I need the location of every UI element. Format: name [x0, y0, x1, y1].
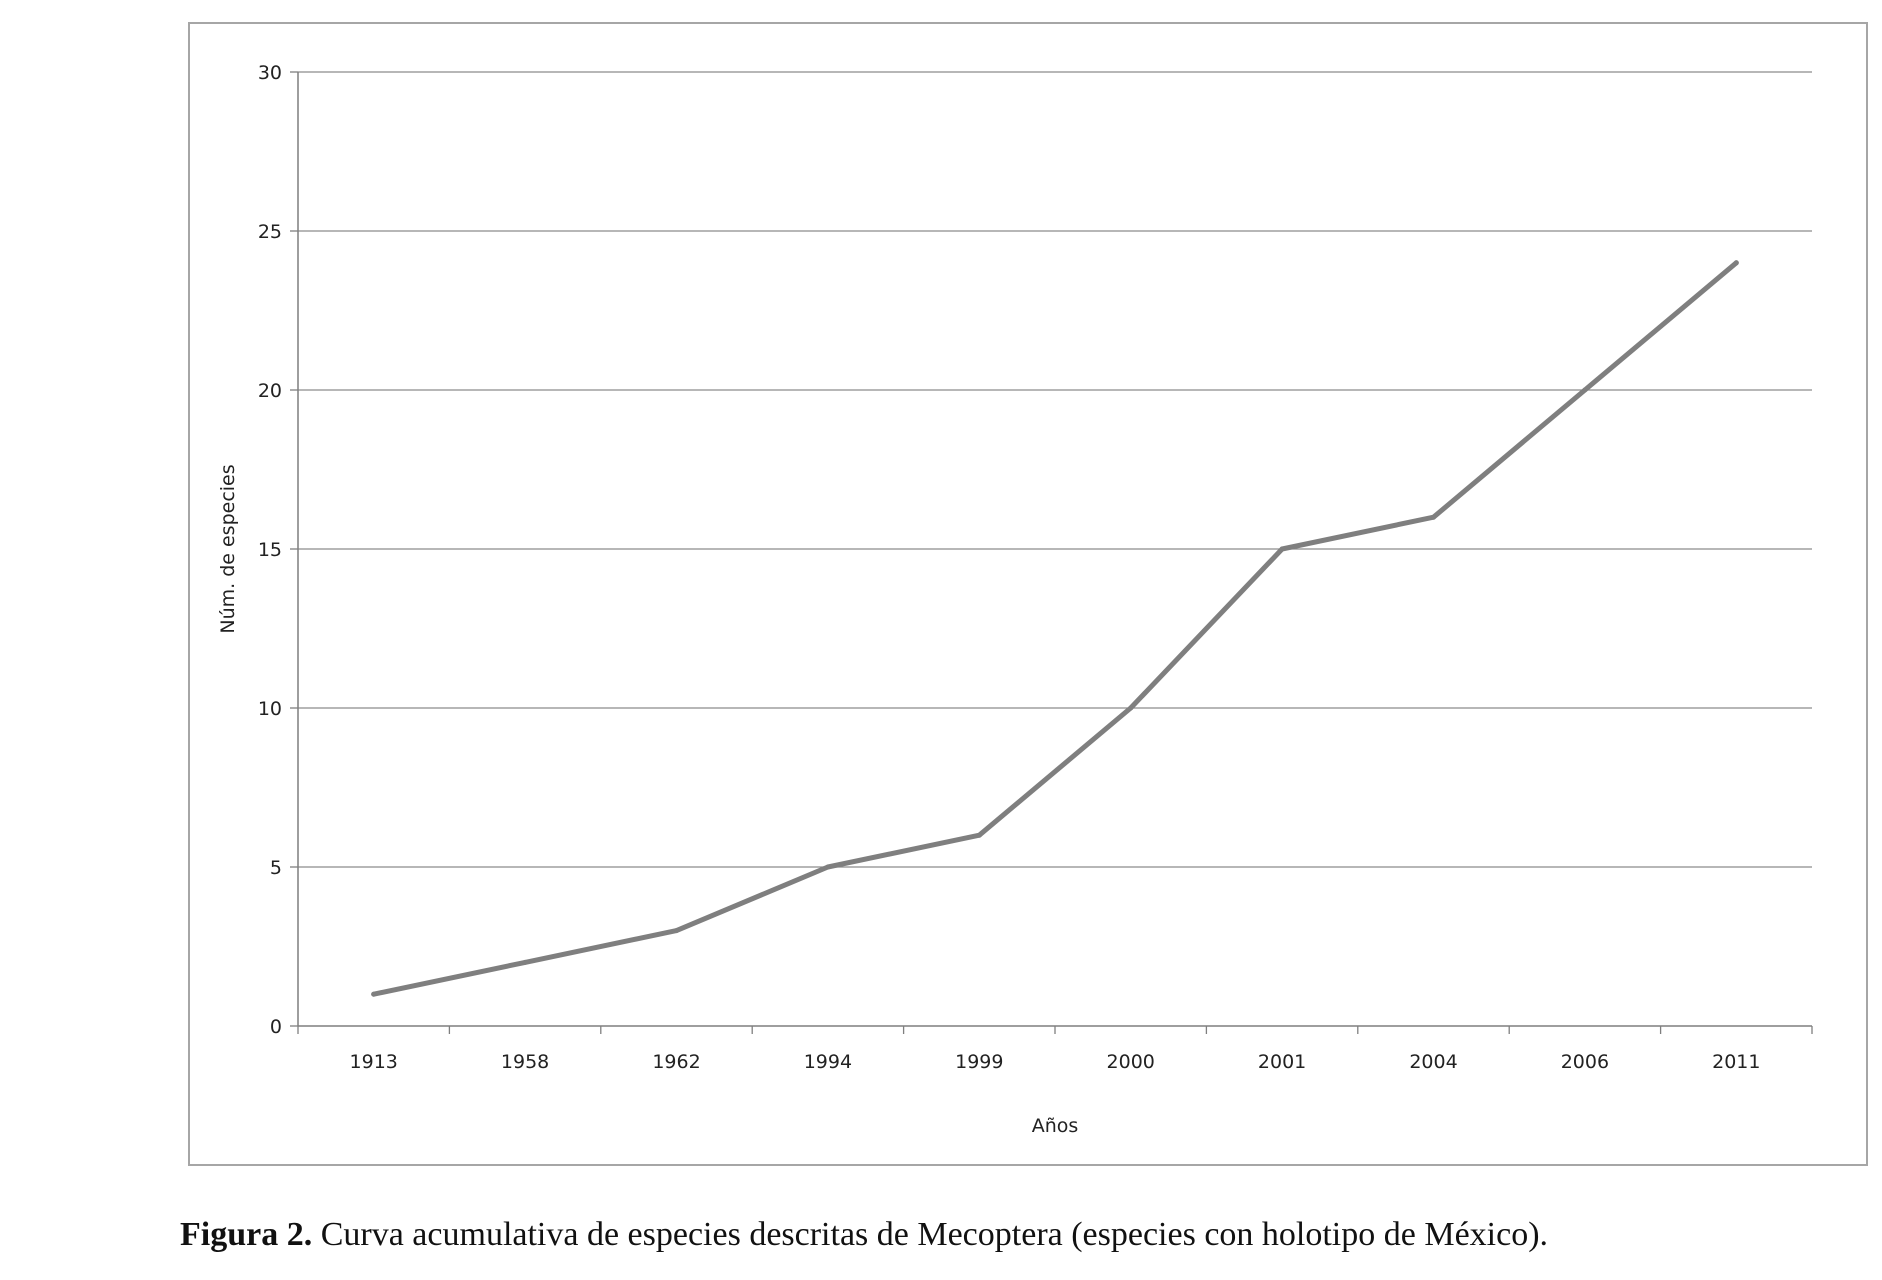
- series-lines: [371, 260, 1739, 997]
- line-chart: 0 5 10 15 20 25 30 1913 1958 1962 1994 1999 2000 2001…: [217, 62, 1813, 1137]
- x-tick-label: 2001: [1258, 1051, 1306, 1073]
- figure-frame: 0 5 10 15 20 25 30 1913 1958 1962 1994 1999 2000 2001…: [188, 22, 1868, 1166]
- y-tick-label: 10: [258, 698, 282, 720]
- y-tick-label: 5: [270, 857, 282, 879]
- figure-caption: Figura 2. Curva acumulativa de especies …: [180, 1216, 1870, 1254]
- data-point: [674, 928, 679, 934]
- axes: [290, 71, 1813, 1034]
- y-tick-label: 0: [270, 1016, 282, 1038]
- data-point: [1582, 387, 1588, 393]
- x-tick-label: 1958: [501, 1051, 549, 1073]
- data-point: [522, 959, 528, 965]
- y-tick-label: 15: [258, 539, 282, 561]
- y-tick-label: 20: [258, 380, 282, 402]
- x-tick-label: 2006: [1561, 1051, 1609, 1073]
- data-point: [825, 864, 831, 870]
- data-point: [1128, 705, 1134, 711]
- data-point: [1279, 546, 1285, 552]
- data-point: [1733, 260, 1739, 266]
- y-axis-title: Núm. de especies: [217, 464, 239, 633]
- tick-labels: 0 5 10 15 20 25 30 1913 1958 1962 1994 1999 2000 2001…: [258, 62, 1761, 1073]
- x-tick-label: 1962: [652, 1051, 700, 1073]
- data-point: [976, 832, 982, 838]
- series-line: [371, 260, 1739, 997]
- x-tick-label: 2000: [1107, 1051, 1155, 1073]
- y-tick-label: 30: [258, 62, 282, 84]
- x-tick-label: 1994: [804, 1051, 852, 1073]
- caption-text: Curva acumulativa de especies descritas …: [312, 1216, 1549, 1253]
- data-point: [371, 991, 377, 997]
- data-point: [1431, 514, 1436, 520]
- x-tick-label: 1913: [350, 1051, 398, 1073]
- caption-label: Figura 2.: [180, 1216, 313, 1253]
- gridlines: [298, 71, 1812, 868]
- x-tick-label: 1999: [955, 1051, 1003, 1073]
- x-axis-title: Años: [1032, 1115, 1079, 1137]
- x-tick-label: 2011: [1712, 1051, 1760, 1073]
- x-tick-label: 2004: [1409, 1051, 1457, 1073]
- y-tick-label: 25: [258, 221, 282, 243]
